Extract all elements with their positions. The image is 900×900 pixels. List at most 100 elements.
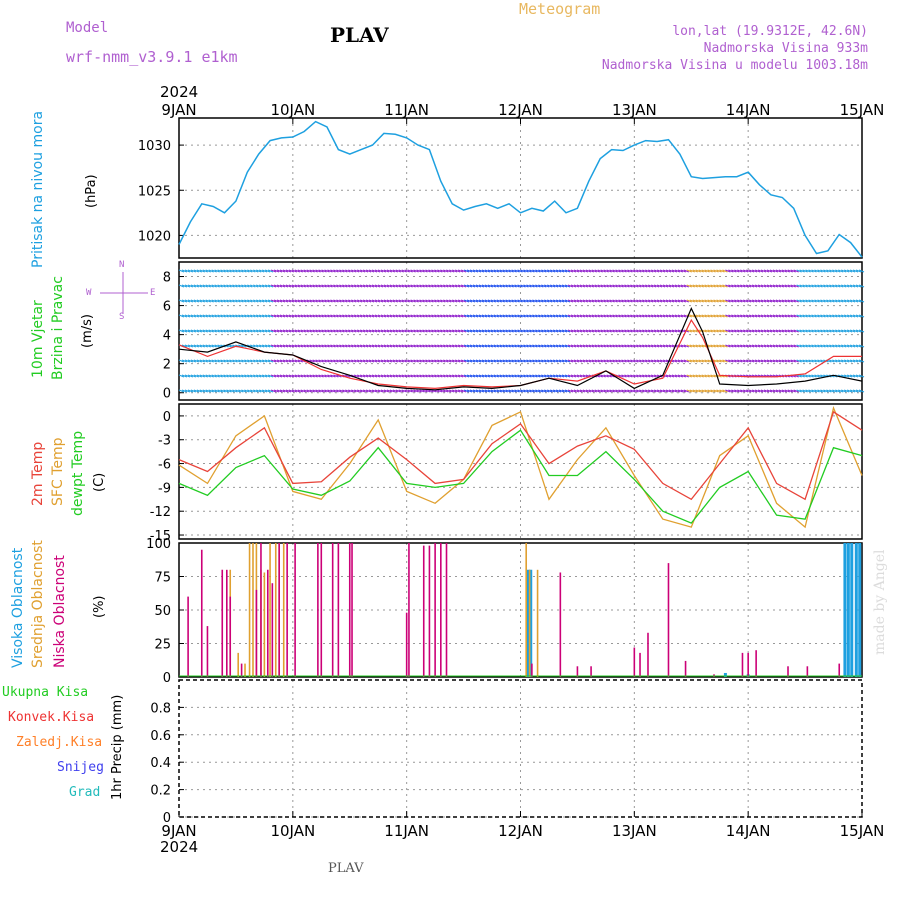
wind-barb	[790, 389, 796, 393]
wind-barb	[656, 389, 663, 393]
wind-barb	[722, 314, 728, 318]
wind-barb	[541, 329, 547, 333]
wind-barb	[496, 269, 502, 273]
wind-barb	[407, 359, 413, 363]
wind-barb	[238, 329, 244, 333]
wind-barb	[707, 269, 713, 273]
wind-barb	[416, 284, 422, 288]
wind-barb	[606, 374, 612, 378]
wind-barb	[493, 329, 499, 333]
wind-barb	[659, 284, 666, 288]
wind-barb	[431, 344, 437, 348]
wind-barb	[383, 374, 390, 378]
wind-barb	[354, 284, 360, 288]
wind-barb	[413, 389, 419, 393]
wind-barb	[796, 269, 802, 273]
wind-barb	[181, 359, 188, 363]
wind-barb	[336, 329, 342, 333]
wind-barb	[196, 359, 203, 363]
wind-barb	[852, 299, 859, 303]
wind-barb	[814, 269, 820, 273]
wind-barb	[354, 344, 360, 348]
wind-barb	[835, 314, 841, 318]
wind-barb	[683, 374, 690, 378]
wind-barb	[547, 314, 553, 318]
wind-barb	[535, 329, 541, 333]
wind-barb	[796, 389, 802, 393]
wind-barb	[552, 389, 559, 393]
wind-barb	[838, 314, 844, 318]
wind-barb	[220, 374, 226, 378]
wind-barb	[633, 344, 639, 348]
wind-barb	[561, 344, 568, 348]
wind-barb	[452, 359, 458, 363]
wind-barb	[351, 269, 357, 273]
wind-barb	[232, 374, 238, 378]
compass-w: W	[86, 288, 92, 298]
wind-barb	[573, 314, 580, 318]
wind-barb	[244, 284, 250, 288]
wind-barb	[505, 269, 511, 273]
wind-barb	[704, 374, 710, 378]
wind-barb	[564, 269, 571, 273]
wind-barb	[199, 344, 205, 348]
wind-barb	[603, 314, 609, 318]
wind-barb	[425, 284, 431, 288]
wind-barb	[493, 344, 499, 348]
wind-barb	[734, 389, 740, 393]
wind-barb	[404, 329, 410, 333]
wind-barb	[342, 284, 348, 288]
wind-barb	[591, 329, 597, 333]
wind-barb	[282, 284, 289, 288]
wind-barb	[677, 389, 684, 393]
wind-barb	[656, 359, 663, 363]
wind-barb	[769, 389, 776, 393]
wind-barb	[529, 284, 535, 288]
wind-barb	[291, 269, 298, 273]
model-name: wrf-nmm_v3.9.1 e1km	[66, 48, 238, 66]
wind-barb	[306, 269, 312, 273]
wind-barb	[359, 359, 366, 363]
wind-barb	[434, 374, 440, 378]
wind-barb	[496, 329, 502, 333]
wind-barb	[591, 269, 597, 273]
wind-barb	[855, 389, 862, 393]
wind-barb	[585, 359, 592, 363]
wind-barb	[490, 374, 496, 378]
wind-barb	[642, 374, 648, 378]
wind-barb	[306, 389, 312, 393]
wind-barb	[241, 284, 247, 288]
wind-barb	[579, 299, 586, 303]
wind-barb	[247, 329, 253, 333]
wind-barb	[333, 284, 339, 288]
wind-barb	[196, 374, 203, 378]
wind-barb	[202, 314, 208, 318]
wind-barb	[662, 284, 669, 288]
wind-barb	[544, 389, 550, 393]
wind-barb	[511, 299, 517, 303]
wind-barb	[585, 314, 592, 318]
tot-precip-label: Ukupna Kisa	[2, 685, 89, 700]
wind-barb	[639, 284, 645, 288]
wind-barb	[505, 374, 511, 378]
wind-barb	[775, 284, 782, 288]
wind-barb	[484, 389, 491, 393]
wind-barb	[288, 299, 295, 303]
wind-barb	[835, 359, 841, 363]
wind-barb	[449, 359, 455, 363]
wind-barb	[187, 389, 194, 393]
wind-barb	[698, 284, 704, 288]
wind-barb	[751, 299, 758, 303]
wind-barb	[838, 389, 844, 393]
wind-barb	[811, 284, 817, 288]
wind-barb	[389, 284, 396, 288]
wind-barb	[621, 389, 627, 393]
wind-barb	[544, 329, 550, 333]
wind-barb	[362, 344, 369, 348]
wind-barb	[493, 269, 499, 273]
wind-barb	[199, 374, 205, 378]
wind-barb	[627, 374, 633, 378]
wind-barb	[808, 299, 814, 303]
wind-barb	[202, 359, 208, 363]
wind-barb	[603, 374, 609, 378]
